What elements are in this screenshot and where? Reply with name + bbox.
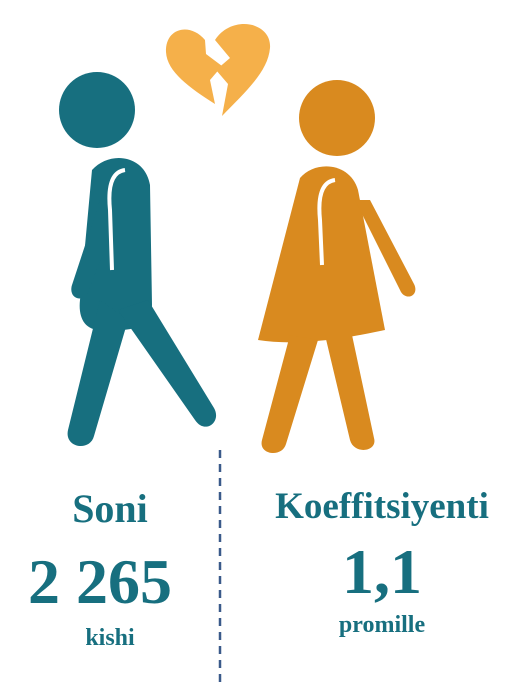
right-label: Koeffitsiyenti <box>275 486 489 527</box>
right-unit: promille <box>338 612 426 638</box>
man-figure <box>59 72 217 447</box>
right-value: 1,1 <box>342 536 422 607</box>
woman-figure <box>258 80 416 454</box>
left-label: Soni <box>72 486 148 531</box>
left-unit: kishi <box>85 625 135 651</box>
broken-heart <box>165 24 271 116</box>
left-value: 2 265 <box>28 546 172 617</box>
